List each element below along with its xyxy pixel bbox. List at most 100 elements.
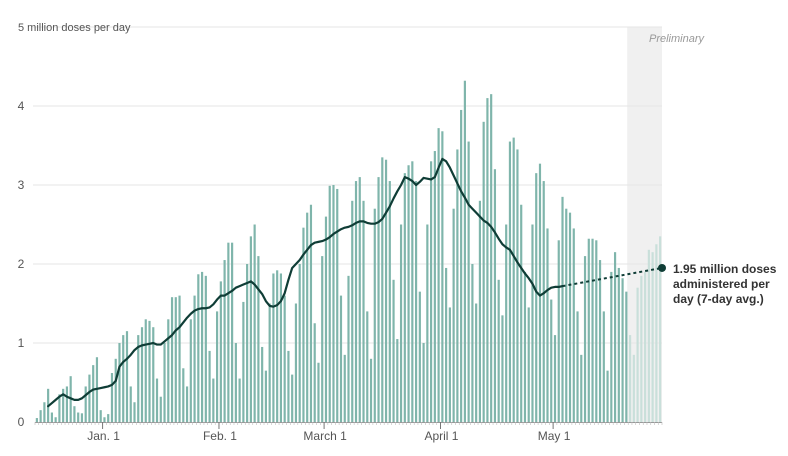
y-axis-units-label: 5 million doses per day (18, 22, 131, 34)
bar (283, 295, 286, 422)
bar (268, 303, 271, 422)
bar (568, 212, 572, 422)
bar (58, 394, 61, 422)
bar (80, 413, 84, 422)
bar (88, 374, 91, 422)
latest-average-dot (658, 263, 666, 272)
bar (358, 177, 361, 422)
bar (197, 274, 200, 422)
bar (309, 204, 313, 422)
callout-line-3: day (7-day avg.) (673, 292, 764, 306)
bar (137, 335, 140, 422)
preliminary-average-dashed-line (562, 266, 663, 288)
y-tick-label: 4 (18, 99, 25, 113)
bar (306, 212, 309, 422)
y-tick-label: 0 (18, 415, 25, 429)
bar (373, 208, 376, 422)
bar (535, 173, 538, 422)
bar (463, 80, 466, 422)
bar (354, 181, 358, 422)
seven-day-average-line-group (47, 157, 663, 408)
bar (531, 224, 534, 422)
bar (279, 273, 283, 422)
bar (381, 157, 384, 422)
bar (272, 273, 275, 422)
daily-dose-bars (35, 80, 662, 423)
bar (50, 412, 53, 422)
bar (253, 224, 256, 422)
bar (35, 418, 38, 422)
bar (118, 343, 121, 422)
bar (133, 402, 136, 422)
bar (114, 358, 117, 422)
bar (625, 291, 628, 422)
bar (426, 224, 429, 422)
bar (328, 185, 331, 422)
bar (542, 181, 545, 422)
bar (144, 319, 147, 422)
bar (43, 402, 46, 422)
bar (167, 319, 170, 422)
bar (516, 149, 519, 422)
bar (182, 368, 185, 422)
bar (174, 297, 177, 422)
bar (200, 271, 204, 422)
bar (39, 410, 42, 422)
bar (445, 267, 448, 422)
bar (493, 169, 497, 422)
bar (659, 236, 662, 422)
bar (647, 249, 650, 422)
bar (204, 275, 207, 422)
y-axis: 0 1 2 3 4 (18, 99, 25, 429)
bar (508, 141, 512, 423)
bar (336, 188, 339, 422)
bar (185, 386, 189, 422)
bar (448, 307, 451, 422)
bar (234, 343, 237, 422)
bar (377, 177, 380, 422)
bar (505, 224, 508, 422)
callout-line-2: administered per (673, 277, 770, 291)
bar (460, 109, 463, 422)
bar (388, 181, 391, 422)
bar (538, 163, 542, 423)
bar (422, 343, 425, 422)
bar (103, 417, 106, 422)
bar (512, 137, 515, 422)
bar (351, 200, 354, 422)
bar (99, 410, 102, 422)
seven-day-average-line (47, 157, 564, 408)
bar (125, 331, 129, 422)
x-tick-label: Jan. 1 (87, 429, 120, 443)
bar (414, 181, 418, 422)
bar (152, 327, 155, 422)
bar (629, 335, 632, 422)
bar (92, 365, 95, 422)
bar (287, 350, 290, 422)
bar (482, 121, 485, 423)
bar (437, 128, 440, 422)
bar (583, 256, 587, 422)
bar (84, 386, 87, 422)
bar (122, 335, 125, 422)
bar (73, 406, 76, 422)
bar (527, 307, 530, 422)
bar (411, 161, 414, 423)
bar (644, 271, 647, 422)
bar (264, 370, 267, 422)
bar (587, 238, 590, 422)
x-axis: Jan. 1 Feb. 1 March 1 April 1 May 1 (34, 422, 663, 443)
bar (546, 228, 549, 422)
bar (212, 378, 215, 422)
bar (501, 315, 504, 422)
preliminary-label: Preliminary (649, 33, 706, 45)
bar (276, 270, 279, 422)
bar (576, 311, 579, 422)
bar (77, 412, 80, 422)
bar (520, 204, 523, 422)
bar (553, 335, 557, 422)
bar (261, 346, 264, 422)
bar (486, 98, 489, 422)
bar (238, 378, 241, 422)
